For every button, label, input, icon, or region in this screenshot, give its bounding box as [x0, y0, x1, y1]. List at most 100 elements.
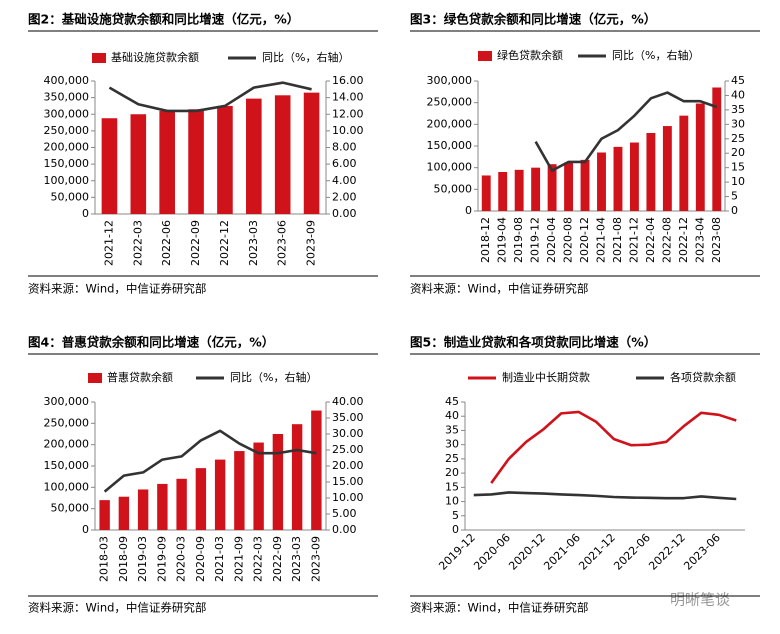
y-tick-label: 0: [452, 523, 459, 536]
y2-tick-label: 0.00: [332, 523, 357, 536]
y2-tick-label: 2.00: [332, 190, 357, 203]
y2-tick-label: 25.00: [332, 443, 364, 456]
x-tick-label: 2020-12: [506, 531, 548, 573]
bar: [564, 162, 574, 211]
bar: [712, 87, 722, 211]
x-tick-label: 2022-04: [644, 217, 657, 263]
y2-tick-label: 45: [731, 74, 745, 87]
y-tick-label: 40: [445, 409, 459, 422]
bar: [303, 92, 320, 214]
x-tick-label: 2023-04: [693, 217, 706, 263]
y2-tick-label: 35: [731, 103, 745, 116]
x-tick-label: 2021-12: [102, 220, 115, 266]
y2-tick-label: 4.00: [332, 174, 357, 187]
x-tick-label: 2023-09: [309, 536, 322, 582]
y2-tick-label: 0.00: [332, 207, 357, 220]
x-tick-label: 2019-12: [529, 217, 542, 263]
x-tick-label: 2021-12: [576, 531, 618, 573]
y-tick-label: 25: [445, 452, 459, 465]
bar: [580, 159, 590, 211]
y-tick-label: 150,000: [44, 157, 90, 170]
chart-title: 图2：基础设施贷款余额和同比增速（亿元，%）: [28, 12, 299, 27]
y-tick-label: 200,000: [44, 141, 90, 154]
bar: [272, 434, 284, 530]
y-tick-label: 400,000: [44, 74, 90, 87]
y2-tick-label: 6.00: [332, 157, 357, 170]
bar: [481, 175, 491, 211]
bar: [101, 118, 118, 214]
bar: [695, 103, 705, 211]
x-tick-label: 2019-08: [512, 217, 525, 263]
x-tick-label: 2021-03: [213, 536, 226, 582]
x-tick-label: 2020-09: [194, 536, 207, 582]
legend-label: 同比（%，右轴）: [612, 48, 699, 62]
legend-label: 同比（%，右轴）: [230, 370, 317, 384]
bar: [629, 142, 639, 211]
bar: [176, 478, 187, 530]
legend-label: 基础设施贷款余额: [111, 50, 199, 64]
y2-tick-label: 10: [731, 175, 745, 188]
x-tick-label: 2021-09: [232, 536, 245, 582]
y2-tick-label: 10.00: [332, 124, 364, 137]
x-tick-label: 2022-06: [611, 531, 653, 573]
legend-swatch: [92, 53, 106, 63]
bar: [253, 442, 264, 530]
y2-tick-label: 20.00: [332, 459, 364, 472]
source: 资料来源：Wind，中信证券研究部: [28, 282, 206, 296]
y-tick-label: 10: [445, 495, 459, 508]
y-tick-label: 5: [452, 509, 459, 522]
x-tick-label: 2023-03: [290, 536, 303, 582]
chart-title: 图4：普惠贷款余额和同比增速（亿元，%）: [28, 335, 274, 350]
bar: [547, 164, 557, 211]
x-tick-label: 2022-08: [660, 217, 673, 263]
y-tick-label: 100,000: [44, 480, 90, 493]
x-tick-label: 2021-06: [541, 531, 583, 573]
legend-label: 同比（%，右轴）: [262, 50, 349, 64]
y-tick-label: 300,000: [44, 395, 90, 408]
y2-tick-label: 15.00: [332, 475, 364, 488]
x-tick-label: 2018-12: [479, 217, 492, 263]
x-tick-label: 2022-12: [646, 531, 688, 573]
legend-swatch: [88, 373, 102, 383]
legend-label: 制造业中长期贷款: [502, 370, 590, 384]
y-tick-label: 300,000: [427, 74, 473, 87]
bar: [531, 167, 541, 211]
x-tick-label: 2020-12: [578, 217, 591, 263]
y2-tick-label: 15: [731, 161, 745, 174]
x-tick-label: 2020-04: [545, 217, 558, 263]
legend-label: 各项贷款余额: [670, 370, 736, 384]
bar: [234, 451, 245, 530]
bar: [613, 146, 623, 211]
y2-tick-label: 35.00: [332, 411, 364, 424]
y2-tick-label: 14.00: [332, 91, 364, 104]
y2-tick-label: 5: [731, 190, 738, 203]
x-tick-label: 2019-04: [496, 217, 509, 263]
y-tick-label: 350,000: [44, 91, 90, 104]
source: 资料来源：Wind，中信证券研究部: [410, 282, 588, 296]
bar: [311, 410, 322, 530]
x-tick-label: 2019-03: [136, 536, 149, 582]
line: [473, 491, 737, 501]
y-tick-label: 50,000: [434, 182, 473, 195]
bar: [498, 172, 508, 211]
x-tick-label: 2022-06: [160, 220, 173, 266]
y-tick-label: 50,000: [51, 190, 90, 203]
bar: [195, 468, 207, 530]
y-tick-label: 35: [445, 423, 459, 436]
x-tick-label: 2022-09: [189, 220, 202, 266]
line: [108, 81, 312, 113]
x-tick-label: 2018-09: [117, 536, 130, 582]
y2-tick-label: 30.00: [332, 427, 364, 440]
y2-tick-label: 12.00: [332, 107, 364, 120]
y-tick-label: 200,000: [44, 438, 90, 451]
y-tick-label: 250,000: [44, 124, 90, 137]
x-tick-label: 2021-12: [627, 217, 640, 263]
y-tick-label: 50,000: [51, 502, 90, 515]
chart-title: 图5：制造业贷款和各项贷款同比增速（%）: [410, 335, 656, 350]
y-tick-label: 150,000: [427, 139, 473, 152]
x-tick-label: 2023-08: [710, 217, 723, 263]
y2-tick-label: 30: [731, 117, 745, 130]
y-tick-label: 30: [445, 438, 459, 451]
bar: [597, 152, 606, 211]
x-tick-label: 2023-06: [276, 220, 289, 266]
